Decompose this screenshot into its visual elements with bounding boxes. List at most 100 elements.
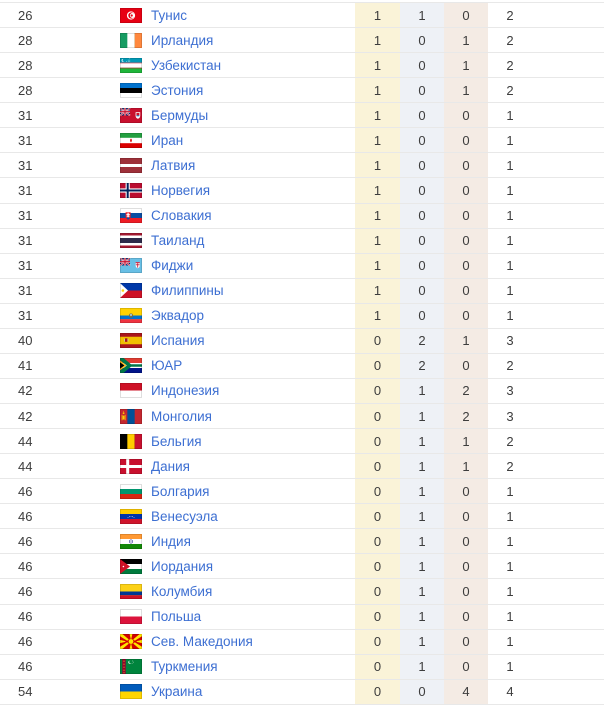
- country-link[interactable]: Сев. Македония: [151, 634, 253, 650]
- country-link[interactable]: Латвия: [151, 157, 196, 173]
- country-cell: ЮАР: [120, 354, 355, 378]
- rank-cell: 31: [18, 107, 33, 123]
- bronze-count-cell: 2: [444, 404, 488, 429]
- total-count-cell: 2: [506, 458, 514, 474]
- country-cell: Фиджи: [120, 254, 355, 278]
- gold-count-cell: 1: [355, 3, 400, 28]
- bronze-count-cell: 0: [444, 554, 488, 579]
- country-link[interactable]: Индонезия: [151, 383, 220, 399]
- bronze-count-cell: 0: [444, 604, 488, 629]
- row-spacer: [532, 28, 604, 53]
- country-link[interactable]: ЮАР: [151, 358, 183, 374]
- rank-cell: 31: [18, 208, 33, 224]
- country-link[interactable]: Индия: [151, 533, 191, 549]
- table-row: 46 Туркмения 0 1 0 1: [0, 654, 604, 680]
- rank-cell: 26: [18, 7, 33, 23]
- total-count-cell: 3: [506, 383, 514, 399]
- row-spacer: [532, 679, 604, 704]
- total-count-cell: 1: [506, 558, 514, 574]
- rank-cell: 42: [18, 408, 33, 424]
- bronze-count-cell: 0: [444, 579, 488, 604]
- tunisia-flag-icon: [120, 7, 142, 23]
- silver-count-cell: 1: [400, 604, 444, 629]
- silver-count-cell: 2: [400, 353, 444, 378]
- gold-count-cell: 1: [355, 128, 400, 153]
- fiji-flag-icon: [120, 258, 142, 274]
- silver-count-cell: 1: [400, 504, 444, 529]
- country-link[interactable]: Фиджи: [151, 258, 194, 274]
- denmark-flag-icon: [120, 458, 142, 474]
- row-spacer: [532, 529, 604, 554]
- country-link[interactable]: Туркмения: [151, 659, 218, 675]
- country-cell: Бермуды: [120, 103, 355, 127]
- country-link[interactable]: Испания: [151, 333, 205, 349]
- country-cell: Словакия: [120, 204, 355, 228]
- bronze-count-cell: 1: [444, 328, 488, 353]
- country-cell: Польша: [120, 605, 355, 629]
- bronze-count-cell: 4: [444, 679, 488, 704]
- gold-count-cell: 0: [355, 679, 400, 704]
- country-cell: Монголия: [120, 404, 355, 428]
- country-link[interactable]: Венесуэла: [151, 508, 218, 524]
- rank-cell: 46: [18, 634, 33, 650]
- country-cell: Филиппины: [120, 279, 355, 303]
- bronze-count-cell: 1: [444, 53, 488, 78]
- country-link[interactable]: Польша: [151, 609, 202, 625]
- country-link[interactable]: Тунис: [151, 7, 187, 23]
- table-row: 46 Колумбия 0 1 0 1: [0, 579, 604, 605]
- country-link[interactable]: Бельгия: [151, 433, 202, 449]
- country-link[interactable]: Колумбия: [151, 583, 213, 599]
- country-link[interactable]: Монголия: [151, 408, 212, 424]
- silver-count-cell: 0: [400, 203, 444, 228]
- row-spacer: [532, 53, 604, 78]
- total-count-cell: 1: [506, 283, 514, 299]
- norway-flag-icon: [120, 182, 142, 198]
- estonia-flag-icon: [120, 82, 142, 98]
- row-spacer: [532, 353, 604, 378]
- row-spacer: [532, 429, 604, 454]
- total-count-cell: 2: [506, 82, 514, 98]
- country-cell: Сев. Македония: [120, 630, 355, 654]
- rank-cell: 46: [18, 558, 33, 574]
- rank-cell: 46: [18, 508, 33, 524]
- gold-count-cell: 1: [355, 228, 400, 253]
- country-link[interactable]: Ирландия: [151, 32, 214, 48]
- rank-cell: 54: [18, 684, 33, 700]
- silver-count-cell: 1: [400, 554, 444, 579]
- country-link[interactable]: Болгария: [151, 483, 210, 499]
- table-row: 31 Таиланд 1 0 0 1: [0, 228, 604, 254]
- bronze-count-cell: 0: [444, 153, 488, 178]
- country-cell: Венесуэла: [120, 504, 355, 528]
- country-link[interactable]: Норвегия: [151, 182, 211, 198]
- bronze-count-cell: 0: [444, 3, 488, 28]
- country-link[interactable]: Дания: [151, 458, 190, 474]
- bronze-count-cell: 0: [444, 178, 488, 203]
- country-link[interactable]: Эквадор: [151, 308, 205, 324]
- country-link[interactable]: Эстония: [151, 82, 204, 98]
- total-count-cell: 1: [506, 609, 514, 625]
- table-row: 46 Иордания 0 1 0 1: [0, 554, 604, 580]
- country-link[interactable]: Словакия: [151, 208, 212, 224]
- country-link[interactable]: Узбекистан: [151, 57, 222, 73]
- gold-count-cell: 1: [355, 253, 400, 278]
- silver-count-cell: 0: [400, 78, 444, 103]
- total-count-cell: 2: [506, 7, 514, 23]
- rank-cell: 31: [18, 258, 33, 274]
- country-link[interactable]: Иордания: [151, 558, 214, 574]
- table-row: 31 Бермуды 1 0 0 1: [0, 103, 604, 129]
- gold-count-cell: 1: [355, 153, 400, 178]
- country-link[interactable]: Таиланд: [151, 233, 205, 249]
- bronze-count-cell: 0: [444, 128, 488, 153]
- country-link[interactable]: Украина: [151, 684, 203, 700]
- row-spacer: [532, 604, 604, 629]
- row-spacer: [532, 3, 604, 28]
- country-link[interactable]: Филиппины: [151, 283, 224, 299]
- country-cell: Латвия: [120, 153, 355, 177]
- bronze-count-cell: 0: [444, 303, 488, 328]
- total-count-cell: 1: [506, 659, 514, 675]
- turkmenistan-flag-icon: [120, 659, 142, 675]
- country-link[interactable]: Иран: [151, 132, 184, 148]
- bronze-count-cell: 1: [444, 78, 488, 103]
- country-link[interactable]: Бермуды: [151, 107, 209, 123]
- row-spacer: [532, 504, 604, 529]
